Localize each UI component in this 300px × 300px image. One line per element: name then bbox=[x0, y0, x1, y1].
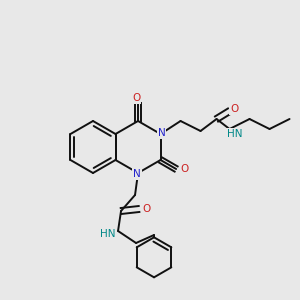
Text: O: O bbox=[180, 164, 188, 174]
Text: N: N bbox=[158, 128, 165, 138]
Text: O: O bbox=[230, 104, 239, 114]
Text: HN: HN bbox=[227, 129, 242, 139]
Text: HN: HN bbox=[100, 229, 116, 239]
Text: N: N bbox=[133, 169, 141, 179]
Text: O: O bbox=[142, 204, 150, 214]
Text: O: O bbox=[132, 93, 140, 103]
